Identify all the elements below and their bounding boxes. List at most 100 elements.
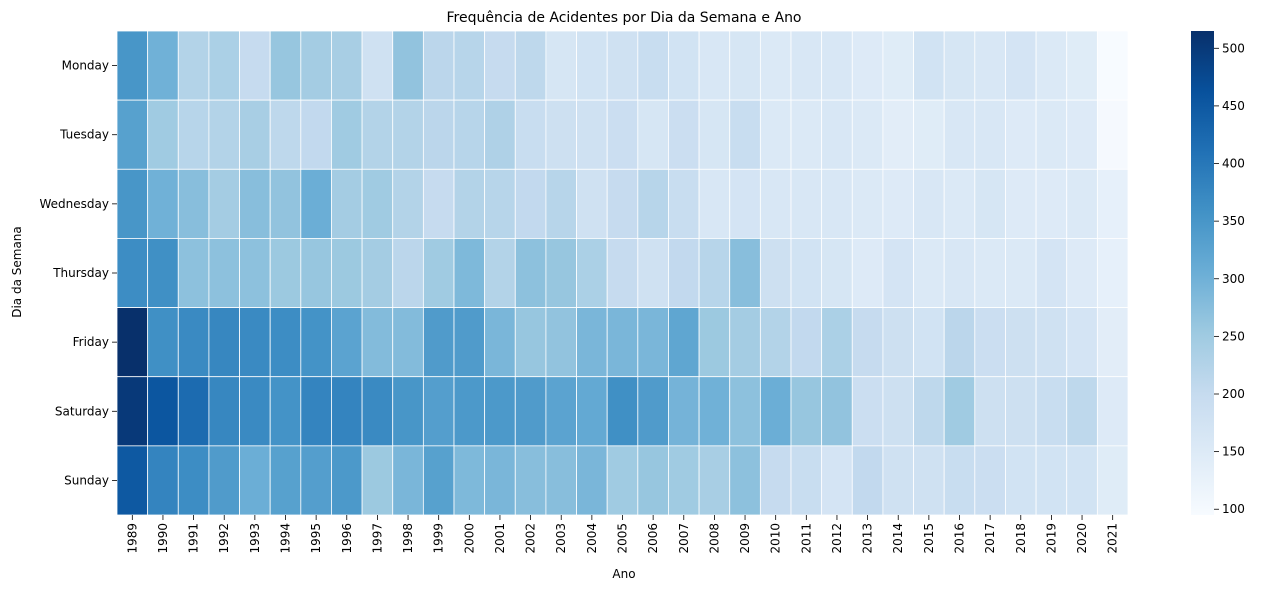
heatmap-cell: [698, 30, 731, 101]
heatmap-cell: [484, 30, 516, 101]
heatmap-cell: [147, 99, 179, 170]
heatmap-cell: [882, 445, 914, 516]
heatmap-cell: [514, 238, 547, 308]
heatmap-cell: [331, 307, 363, 378]
heatmap-cell: [943, 168, 976, 239]
heatmap-cell: [269, 30, 302, 101]
heatmap-cell: [576, 238, 608, 308]
heatmap-cell: [514, 445, 547, 516]
heatmap-cell: [116, 376, 149, 447]
heatmap-cell: [545, 307, 577, 378]
heatmap-cell: [1096, 168, 1129, 239]
heatmap-cell: [698, 238, 731, 308]
heatmap-cell: [177, 376, 210, 447]
x-tick-label: 1995: [309, 523, 323, 554]
heatmap-cell: [1066, 30, 1098, 101]
heatmap-cell: [821, 238, 853, 308]
heatmap-cell: [484, 99, 516, 170]
heatmap-cell: [576, 99, 608, 170]
heatmap-cell: [392, 376, 424, 447]
heatmap-cell: [637, 376, 669, 447]
colorbar-tick-label: 350: [1222, 214, 1245, 228]
heatmap-cell: [269, 99, 302, 170]
heatmap-cells: [116, 30, 1129, 516]
heatmap-cell: [974, 445, 1006, 516]
x-tick-label: 2002: [524, 523, 538, 554]
x-tick-label: 2004: [585, 523, 599, 554]
y-axis-label: Dia da Semana: [10, 226, 24, 318]
heatmap-cell: [300, 238, 332, 308]
heatmap-cell: [729, 376, 761, 447]
heatmap-cell: [882, 376, 914, 447]
x-tick-label: 1990: [156, 523, 170, 554]
heatmap-cell: [545, 445, 577, 516]
heatmap-cell: [361, 307, 394, 378]
heatmap-cell: [1005, 445, 1037, 516]
heatmap-cell: [208, 238, 240, 308]
heatmap-cell: [1005, 99, 1037, 170]
colorbar-tick-label: 450: [1222, 99, 1245, 113]
heatmap-cell: [943, 238, 976, 308]
x-tick-label: 2012: [830, 523, 844, 554]
heatmap-cell: [668, 445, 700, 516]
x-tick-label: 1993: [248, 523, 262, 554]
x-tick-label: 2016: [953, 523, 967, 554]
heatmap-cell: [269, 238, 302, 308]
heatmap-cell: [239, 376, 271, 447]
y-tick-label: Monday: [62, 59, 109, 73]
heatmap-cell: [606, 99, 639, 170]
heatmap-cell: [116, 238, 149, 308]
heatmap-cell: [943, 307, 976, 378]
colorbar-tick-label: 150: [1222, 445, 1245, 459]
heatmap-cell: [239, 307, 271, 378]
heatmap-cell: [790, 30, 823, 101]
heatmap-cell: [821, 307, 853, 378]
x-tick-labels: 1989 1990 1991 1992 1993 1994 1995 1996 1997 1998…: [125, 515, 1120, 554]
heatmap-cell: [668, 238, 700, 308]
colorbar-tick-label: 500: [1222, 41, 1245, 55]
heatmap-cell: [545, 99, 577, 170]
heatmap-cell: [882, 99, 914, 170]
heatmap-cell: [422, 99, 455, 170]
heatmap-cell: [1066, 307, 1098, 378]
heatmap-cell: [453, 376, 486, 447]
y-tick-label: Saturday: [55, 404, 109, 418]
heatmap-cell: [729, 445, 761, 516]
heatmap-cell: [514, 99, 547, 170]
heatmap-cell: [790, 238, 823, 308]
heatmap-cell: [913, 99, 945, 170]
heatmap-cell: [943, 445, 976, 516]
heatmap-cell: [576, 168, 608, 239]
x-tick-label: 2008: [707, 523, 721, 554]
heatmap-cell: [637, 238, 669, 308]
colorbar: [1191, 31, 1214, 515]
heatmap-cell: [729, 238, 761, 308]
heatmap-cell: [729, 168, 761, 239]
heatmap-cell: [239, 445, 271, 516]
heatmap-cell: [208, 307, 240, 378]
heatmap-cell: [576, 445, 608, 516]
heatmap-cell: [514, 30, 547, 101]
heatmap-cell: [147, 168, 179, 239]
heatmap-cell: [116, 30, 149, 101]
heatmap-cell: [422, 376, 455, 447]
heatmap-cell: [361, 30, 394, 101]
heatmap-cell: [1005, 238, 1037, 308]
heatmap-cell: [913, 238, 945, 308]
heatmap-cell: [698, 168, 731, 239]
heatmap-cell: [606, 30, 639, 101]
heatmap-cell: [974, 99, 1006, 170]
heatmap-cell: [331, 238, 363, 308]
heatmap-cell: [913, 376, 945, 447]
heatmap-cell: [239, 168, 271, 239]
x-tick-label: 1997: [370, 523, 384, 554]
heatmap-cell: [759, 307, 792, 378]
y-tick-label: Thursday: [52, 266, 109, 280]
heatmap-cell: [147, 30, 179, 101]
heatmap-cell: [1035, 30, 1068, 101]
heatmap-cell: [576, 376, 608, 447]
heatmap-cell: [300, 445, 332, 516]
heatmap-cell: [576, 30, 608, 101]
heatmap-cell: [851, 445, 884, 516]
heatmap-cell: [668, 30, 700, 101]
